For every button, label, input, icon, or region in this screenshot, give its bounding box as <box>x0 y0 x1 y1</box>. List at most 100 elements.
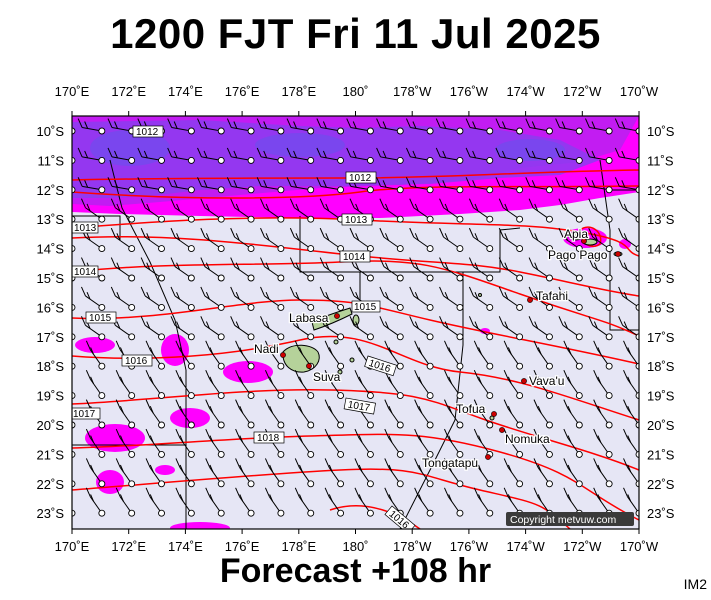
wind-barb <box>77 118 106 135</box>
wind-barb <box>167 118 195 135</box>
wind-barb <box>563 428 583 458</box>
wind-barb <box>439 198 464 223</box>
wind-barb <box>585 177 613 194</box>
wind-barb <box>289 286 315 311</box>
city-markers <box>280 238 621 460</box>
wind-barb <box>175 428 195 458</box>
lon-label-top: 176˚E <box>225 84 260 99</box>
lat-label-right: 10˚S <box>647 124 675 139</box>
wind-barb <box>294 428 315 458</box>
wind-barb <box>230 227 255 253</box>
isobar-label: 1018 <box>257 433 280 444</box>
wind-barb <box>533 428 553 458</box>
lat-label-left: 15˚S <box>37 271 65 286</box>
wind-barb <box>286 177 315 194</box>
image-code: IM2 <box>683 576 707 592</box>
wind-barb <box>588 316 613 341</box>
lat-label-right: 21˚S <box>647 447 675 462</box>
wind-barb <box>444 340 464 370</box>
wind-barb <box>533 399 553 429</box>
wind-barb <box>167 147 195 164</box>
copyright-text: Copyright metvuw.com <box>510 514 616 526</box>
wind-barb <box>349 227 374 253</box>
wind-barb <box>72 392 76 400</box>
wind-barb <box>230 257 255 282</box>
wind-barb <box>525 177 553 194</box>
wind-barb <box>72 450 76 458</box>
wind-barb <box>200 286 225 311</box>
wind-barb <box>110 316 136 341</box>
wind-barb <box>379 198 404 223</box>
wind-barb <box>235 428 255 458</box>
wind-barb <box>137 177 165 194</box>
nomuka-marker <box>499 427 505 433</box>
wind-barb <box>405 177 434 194</box>
wind-barb <box>444 428 464 458</box>
lon-label-bottom: 178˚E <box>281 539 316 554</box>
wind-barb <box>72 421 76 429</box>
wind-barb <box>384 370 404 400</box>
copyright-badge: Copyright metvuw.com <box>506 512 634 526</box>
wind-barb <box>558 227 583 253</box>
place-pago-pago: Pago Pago <box>548 248 608 262</box>
lat-label-left: 16˚S <box>37 300 65 315</box>
wind-barb <box>623 458 639 488</box>
wind-barb <box>414 340 434 370</box>
lat-label-right: 18˚S <box>647 359 675 374</box>
wind-barb <box>498 198 524 223</box>
wind-barb <box>170 286 195 311</box>
wind-barb <box>473 458 494 488</box>
wind-barb <box>444 458 464 488</box>
wind-barb <box>137 147 165 164</box>
wind-barb <box>379 316 404 341</box>
wind-barb <box>72 186 76 194</box>
wind-barb <box>439 257 464 282</box>
wind-barb <box>205 428 225 458</box>
wind-barb <box>409 198 434 223</box>
wind-barb <box>468 257 494 282</box>
tafahi-marker <box>527 297 533 303</box>
wind-barb <box>200 316 225 341</box>
lat-label-left: 23˚S <box>37 506 65 521</box>
lon-label-top: 178˚W <box>393 84 432 99</box>
wind-barb <box>528 198 553 223</box>
labasa-marker <box>334 313 340 319</box>
lon-label-bottom: 172˚W <box>563 539 602 554</box>
wind-barb <box>170 227 195 253</box>
wind-barb <box>316 147 345 164</box>
wind-barb <box>354 370 374 400</box>
wind-barb <box>115 428 136 458</box>
wind-barb <box>316 177 345 194</box>
wind-barb <box>107 177 136 194</box>
wind-barb <box>498 227 524 253</box>
lat-label-left: 18˚S <box>37 359 65 374</box>
wind-barb <box>260 286 285 311</box>
wind-barb <box>588 227 613 253</box>
nadi-marker <box>280 352 286 358</box>
wind-barb <box>145 458 165 488</box>
vanua-levu <box>311 307 353 331</box>
lat-label-left: 12˚S <box>37 183 65 198</box>
wind-barb <box>618 257 639 282</box>
wind-barb <box>585 118 613 135</box>
wind-barb <box>503 340 524 370</box>
wind-barb <box>593 458 613 488</box>
wind-barb <box>618 227 639 253</box>
lat-label-left: 13˚S <box>37 212 65 227</box>
wind-barb <box>555 177 583 194</box>
wind-barb <box>593 340 613 370</box>
wind-barb <box>140 257 165 282</box>
wind-barb <box>588 286 613 311</box>
wind-barb <box>354 487 374 517</box>
wind-barb <box>324 340 345 370</box>
wind-barb <box>85 428 106 458</box>
lat-label-right: 23˚S <box>647 506 675 521</box>
wind-barb <box>346 147 374 164</box>
wind-barb <box>289 257 315 282</box>
isobar-label: 1014 <box>74 267 97 278</box>
place-suva: Suva <box>313 370 341 384</box>
wind-barb <box>72 362 76 370</box>
wind-barb <box>85 487 106 517</box>
wind-barb <box>260 198 285 223</box>
wind-barb <box>555 147 583 164</box>
